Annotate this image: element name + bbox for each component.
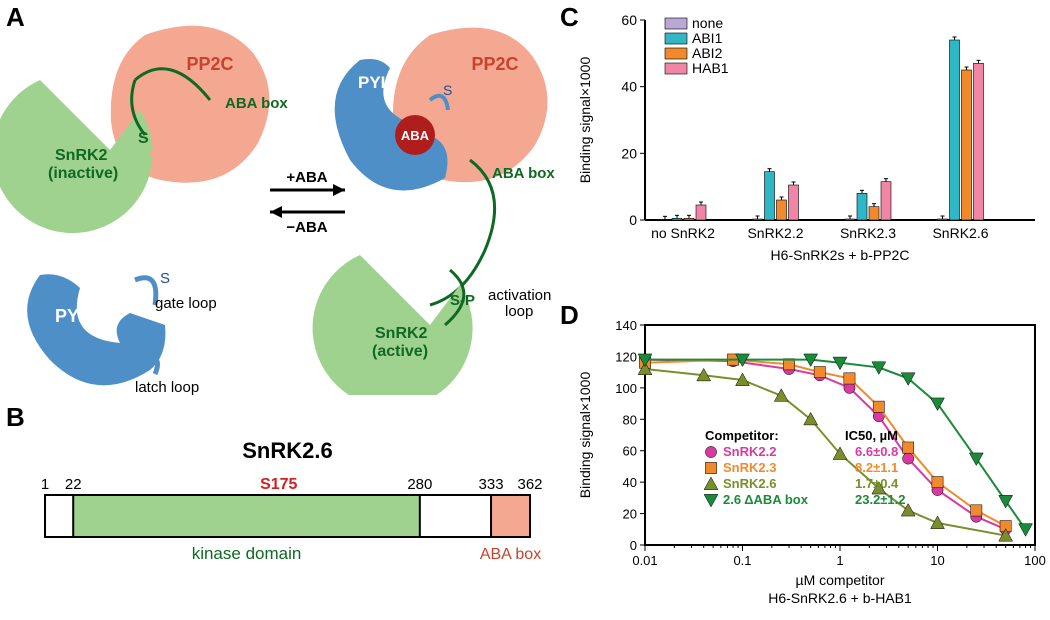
panel-A-schematic: PP2CSnRK2(inactive)ABA boxSPYLSgate loop… — [0, 0, 555, 395]
svg-text:140: 140 — [615, 318, 637, 333]
figure-root: { "panelLabels": {"A":"A","B":"B","C":"C… — [0, 0, 1050, 617]
svg-text:PYL: PYL — [358, 73, 391, 92]
svg-text:HAB1: HAB1 — [692, 60, 729, 76]
svg-text:Binding signal×1000: Binding signal×1000 — [577, 372, 593, 499]
svg-text:S: S — [443, 82, 452, 98]
svg-text:ABA box: ABA box — [480, 546, 541, 563]
svg-text:loop: loop — [505, 303, 533, 320]
svg-text:60: 60 — [623, 444, 637, 459]
svg-text:10: 10 — [930, 553, 944, 568]
svg-text:Binding signal×1000: Binding signal×1000 — [577, 57, 593, 184]
svg-text:latch loop: latch loop — [135, 379, 199, 395]
svg-text:activation: activation — [488, 287, 551, 304]
svg-text:kinase domain: kinase domain — [192, 544, 302, 563]
svg-text:SnRK2.3: SnRK2.3 — [723, 460, 776, 475]
svg-text:+ABA: +ABA — [286, 169, 327, 186]
svg-text:2.6 ΔABA box: 2.6 ΔABA box — [723, 492, 809, 507]
svg-text:none: none — [692, 15, 723, 31]
svg-text:20: 20 — [623, 507, 637, 522]
svg-text:SnRK2.6: SnRK2.6 — [723, 476, 776, 491]
svg-text:gate loop: gate loop — [155, 295, 217, 312]
svg-text:ABI2: ABI2 — [692, 45, 723, 61]
svg-text:1: 1 — [836, 553, 843, 568]
svg-text:60: 60 — [621, 12, 637, 28]
svg-text:362: 362 — [517, 476, 542, 493]
svg-text:SnRK2: SnRK2 — [55, 147, 108, 164]
svg-text:40: 40 — [621, 79, 637, 95]
svg-text:S: S — [160, 270, 170, 287]
svg-text:0.1: 0.1 — [733, 553, 751, 568]
svg-text:H6-SnRK2.6 + b-HAB1: H6-SnRK2.6 + b-HAB1 — [768, 590, 912, 606]
svg-text:0: 0 — [630, 538, 637, 553]
panel-D-dose-response: 0 20 40 60 80 100 120 140 0.01 0.1 1 10 100 Binding s… — [560, 300, 1050, 620]
svg-text:SnRK2.2: SnRK2.2 — [747, 225, 803, 241]
svg-text:1.7±0.4: 1.7±0.4 — [855, 476, 899, 491]
svg-text:ABI1: ABI1 — [692, 30, 723, 46]
svg-text:S175: S175 — [260, 476, 297, 493]
svg-text:S-P: S-P — [450, 292, 475, 309]
svg-text:PYL: PYL — [55, 306, 90, 326]
svg-text:PP2C: PP2C — [186, 54, 233, 74]
svg-text:Competitor:: Competitor: — [705, 428, 779, 443]
svg-text:SnRK2.2: SnRK2.2 — [723, 444, 776, 459]
svg-text:100: 100 — [615, 381, 637, 396]
svg-text:H6-SnRK2s + b-PP2C: H6-SnRK2s + b-PP2C — [771, 247, 910, 263]
svg-text:µM competitor: µM competitor — [796, 572, 885, 588]
svg-text:SnRK2.6: SnRK2.6 — [242, 438, 332, 463]
svg-text:80: 80 — [623, 412, 637, 427]
svg-text:−ABA: −ABA — [286, 219, 327, 236]
svg-text:(active): (active) — [372, 343, 428, 360]
svg-text:(inactive): (inactive) — [48, 165, 118, 182]
svg-text:PP2C: PP2C — [471, 54, 518, 74]
svg-text:no SnRK2: no SnRK2 — [651, 225, 715, 241]
svg-text:SnRK2.6: SnRK2.6 — [932, 225, 988, 241]
svg-text:0: 0 — [629, 212, 637, 228]
svg-text:23.2±1.2: 23.2±1.2 — [855, 492, 906, 507]
svg-text:100: 100 — [1024, 553, 1046, 568]
svg-text:6.6±0.8: 6.6±0.8 — [855, 444, 898, 459]
svg-text:S: S — [138, 130, 149, 147]
svg-text:120: 120 — [615, 349, 637, 364]
svg-text:40: 40 — [623, 475, 637, 490]
svg-text:SnRK2.3: SnRK2.3 — [840, 225, 896, 241]
svg-text:SnRK2: SnRK2 — [375, 325, 428, 342]
svg-text:0.01: 0.01 — [632, 553, 657, 568]
svg-text:ABA box: ABA box — [492, 165, 555, 182]
svg-text:280: 280 — [407, 476, 432, 493]
svg-text:ABA box: ABA box — [225, 95, 288, 112]
svg-text:20: 20 — [621, 145, 637, 161]
panel-B-domain-bar: SnRK2.6 1 22 280 333 362 S175 kinase domain ABA … — [0, 400, 555, 620]
svg-text:8.2±1.1: 8.2±1.1 — [855, 460, 898, 475]
svg-text:IC50, µM: IC50, µM — [845, 428, 898, 443]
svg-text:1: 1 — [41, 476, 49, 493]
svg-text:333: 333 — [479, 476, 504, 493]
svg-text:22: 22 — [65, 476, 82, 493]
svg-text:ABA: ABA — [401, 128, 430, 143]
panel-C-bar-chart: 0 20 40 60 Binding signal×1000 no SnRK2 SnRK2.… — [560, 0, 1050, 295]
